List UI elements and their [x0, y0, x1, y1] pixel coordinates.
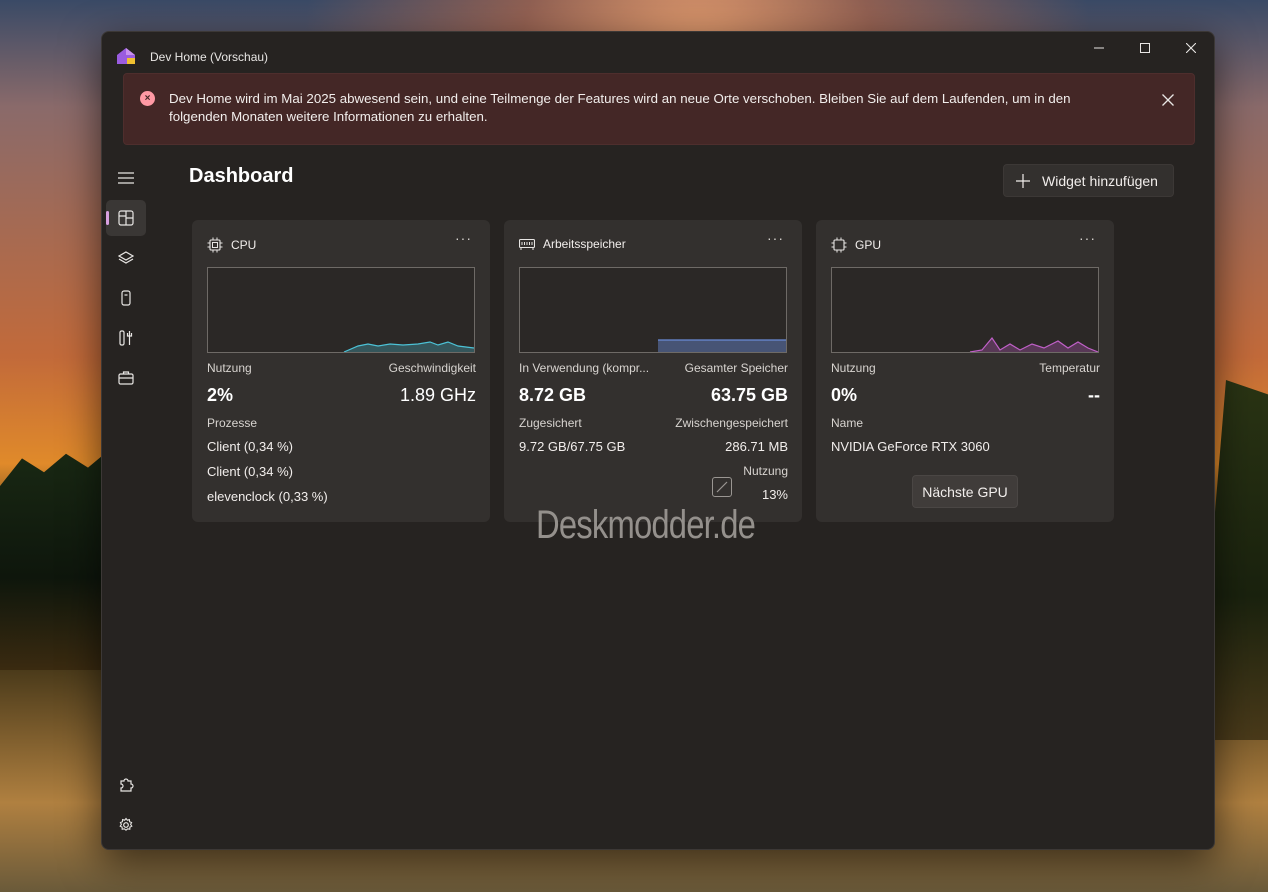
memory-cached-label: Zwischengespeichert	[675, 416, 788, 430]
memory-in-use-value: 8.72 GB	[519, 385, 587, 405]
cpu-process-item: Client (0,34 %)	[207, 464, 293, 479]
memory-total-value: 63.75 GB	[710, 385, 788, 405]
gpu-icon	[831, 237, 847, 253]
nav-item-dev-drive[interactable]	[106, 360, 146, 396]
nav-item-dashboard[interactable]	[106, 200, 146, 236]
nav-menu-toggle[interactable]	[106, 160, 146, 196]
cpu-widget: CPU ··· Nutzung Geschwindigkeit 2% 1.89 …	[192, 220, 490, 522]
processor-icon	[207, 237, 223, 253]
gpu-usage-label: Nutzung	[831, 361, 876, 375]
cpu-process-item: Client (0,34 %)	[207, 439, 293, 454]
briefcase-icon	[118, 371, 134, 385]
memory-widget: Arbeitsspeicher ··· In Verwendung (kompr…	[504, 220, 802, 522]
minimize-icon	[1094, 47, 1104, 49]
close-icon	[1186, 43, 1196, 53]
memory-usage-value: 13%	[761, 487, 788, 502]
memory-cached-value: 286.71 MB	[725, 439, 788, 454]
cpu-usage-graph	[207, 267, 475, 353]
info-banner: × Dev Home wird im Mai 2025 abwesend sei…	[123, 73, 1195, 145]
maximize-button[interactable]	[1122, 32, 1168, 64]
watermark-pen-icon	[712, 477, 732, 497]
app-title: Dev Home (Vorschau)	[150, 50, 269, 64]
nav-item-utilities[interactable]	[106, 320, 146, 356]
gpu-temperature-value: --	[1088, 385, 1100, 405]
page-title: Dashboard	[189, 165, 294, 187]
gpu-widget: GPU ··· Nutzung Temperatur 0% -- Name NV…	[816, 220, 1114, 522]
hamburger-icon	[118, 172, 134, 184]
nav-item-machine-configuration[interactable]	[106, 280, 146, 316]
memory-widget-header: Arbeitsspeicher	[519, 237, 626, 251]
device-icon	[121, 290, 131, 306]
cpu-more-options-button[interactable]: ···	[455, 230, 472, 246]
memory-committed-label: Zugesichert	[519, 416, 582, 430]
gpu-name-label: Name	[831, 416, 864, 430]
cpu-speed-label: Geschwindigkeit	[388, 361, 476, 375]
add-widget-label: Widget hinzufügen	[1042, 172, 1158, 189]
minimize-button[interactable]	[1076, 32, 1122, 64]
memory-widget-title: Arbeitsspeicher	[543, 237, 626, 251]
nav-item-settings[interactable]	[106, 807, 146, 843]
memory-committed-value: 9.72 GB/67.75 GB	[519, 439, 626, 454]
gpu-usage-graph	[831, 267, 1099, 353]
memory-in-use-label: In Verwendung (kompr...	[519, 361, 650, 375]
watermark: Deskmodder.de	[536, 503, 756, 547]
memory-more-options-button[interactable]: ···	[767, 230, 784, 246]
close-window-button[interactable]	[1168, 32, 1214, 64]
memory-usage-label: Nutzung	[743, 464, 788, 478]
layers-icon	[118, 251, 134, 264]
cpu-process-item: elevenclock (0,33 %)	[207, 489, 328, 504]
banner-close-button[interactable]	[1156, 88, 1180, 112]
gpu-more-options-button[interactable]: ···	[1079, 230, 1096, 246]
title-bar[interactable]: Dev Home (Vorschau)	[102, 32, 1214, 78]
gpu-widget-header: GPU	[831, 237, 881, 253]
background-trees-right	[1208, 380, 1268, 740]
plus-icon	[1016, 173, 1030, 188]
banner-message: Dev Home wird im Mai 2025 abwesend sein,…	[169, 91, 1071, 124]
gpu-name-value: NVIDIA GeForce RTX 3060	[831, 439, 990, 454]
nav-item-extensions[interactable]	[106, 767, 146, 803]
close-icon	[1162, 94, 1174, 106]
cpu-usage-label: Nutzung	[207, 361, 252, 375]
memory-icon	[519, 238, 535, 250]
gpu-temperature-label: Temperatur	[1039, 361, 1100, 375]
cpu-processes-label: Prozesse	[207, 416, 258, 430]
tools-icon	[119, 330, 133, 346]
cpu-widget-header: CPU	[207, 237, 256, 253]
maximize-icon	[1140, 43, 1150, 53]
extensions-icon	[120, 778, 134, 792]
cpu-widget-title: CPU	[231, 238, 257, 252]
cpu-speed-value: 1.89 GHz	[399, 385, 476, 405]
error-icon: ×	[140, 91, 155, 106]
add-widget-button[interactable]: Widget hinzufügen	[1003, 164, 1174, 197]
dev-home-window: Dev Home (Vorschau) × Dev Home wird im M…	[101, 31, 1215, 850]
gpu-usage-value: 0%	[831, 385, 858, 405]
nav-item-environments[interactable]	[106, 240, 146, 276]
cpu-usage-value: 2%	[207, 385, 234, 405]
dev-home-app-icon	[117, 48, 135, 64]
background-trees-left	[0, 449, 110, 670]
next-gpu-button[interactable]: Nächste GPU	[912, 475, 1018, 508]
dashboard-icon	[118, 210, 134, 226]
memory-usage-graph	[519, 267, 787, 353]
memory-total-label: Gesamter Speicher	[684, 361, 788, 375]
settings-icon	[119, 817, 133, 831]
gpu-widget-title: GPU	[855, 238, 882, 252]
